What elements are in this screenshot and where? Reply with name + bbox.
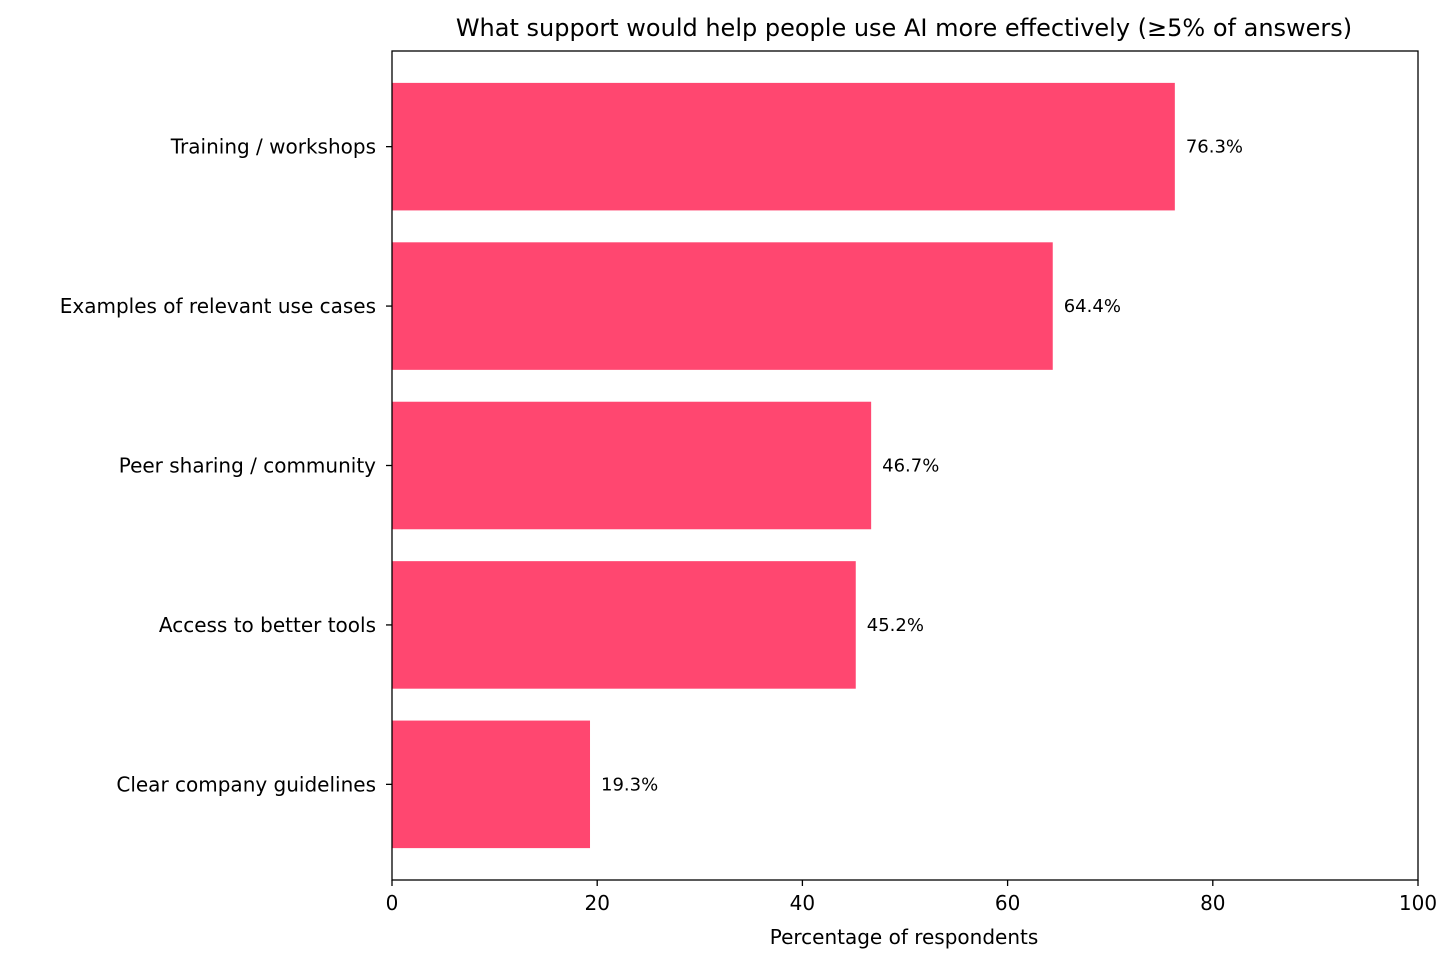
category-label: Clear company guidelines xyxy=(116,772,376,796)
x-tick-label: 60 xyxy=(995,891,1020,915)
x-tick-label: 20 xyxy=(584,891,609,915)
chart-title: What support would help people use AI mo… xyxy=(456,14,1352,42)
x-tick-label: 0 xyxy=(386,891,399,915)
bar xyxy=(392,561,856,689)
category-label: Access to better tools xyxy=(159,613,376,637)
bars-layer: 76.3% 64.4% 46.7% 45.2% 19.3% xyxy=(392,82,1243,849)
x-tick-label: 40 xyxy=(790,891,815,915)
x-tick-label: 80 xyxy=(1200,891,1225,915)
bar-value-label: 46.7% xyxy=(882,456,939,477)
x-tick-label: 100 xyxy=(1399,891,1437,915)
bar-value-label: 19.3% xyxy=(601,774,658,795)
plot-frame xyxy=(391,50,1419,881)
axes-layer: Training / workshops Examples of relevant… xyxy=(60,50,1437,915)
bar-value-label: 76.3% xyxy=(1186,137,1243,158)
bar-value-label: 45.2% xyxy=(867,615,924,636)
x-axis-label: Percentage of respondents xyxy=(770,925,1039,949)
category-label: Examples of relevant use cases xyxy=(60,294,376,318)
bar xyxy=(392,242,1053,370)
bar xyxy=(392,401,872,530)
category-label: Peer sharing / community xyxy=(119,454,376,478)
category-label: Training / workshops xyxy=(170,135,376,159)
bar xyxy=(392,720,591,849)
bar-value-label: 64.4% xyxy=(1064,296,1121,317)
bar xyxy=(392,82,1175,211)
